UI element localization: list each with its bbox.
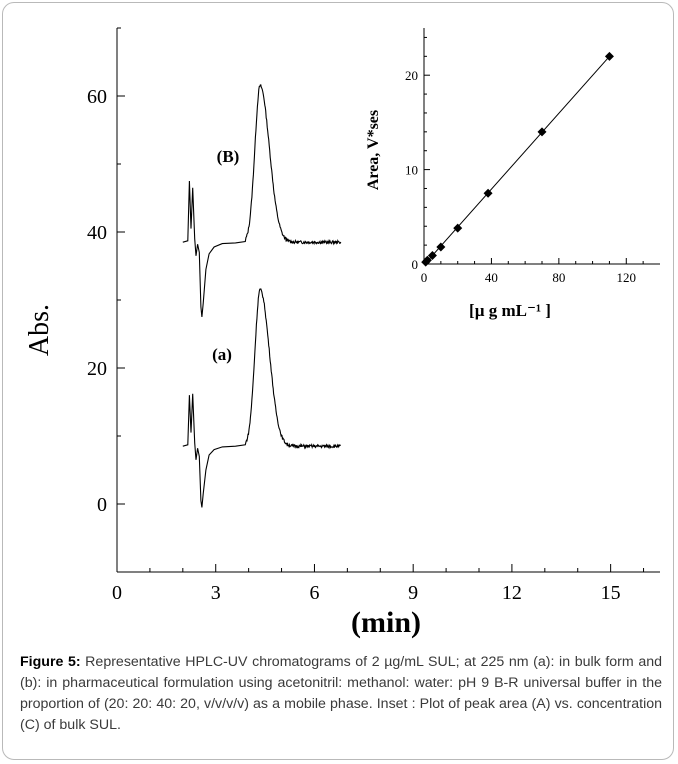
figure-caption: Figure 5: Representative HPLC-UV chromat… bbox=[20, 652, 662, 736]
x-tick-label: 0 bbox=[112, 582, 122, 604]
caption-text: Representative HPLC-UV chromatograms of … bbox=[20, 654, 662, 733]
inset-data-point bbox=[483, 188, 493, 198]
inset-data-point bbox=[436, 242, 446, 252]
main-ticks: 0 3 6 9 12 15 0 20 40 60 bbox=[87, 27, 645, 604]
inset-data-point bbox=[427, 251, 437, 261]
chromatogram-traces bbox=[182, 84, 342, 508]
y-axis-label: Abs. bbox=[24, 304, 55, 356]
trace-label-B: (B) bbox=[217, 147, 240, 166]
inset-y-tick-label: 10 bbox=[405, 163, 418, 178]
inset-data-point bbox=[537, 127, 547, 137]
inset-x-tick-label: 0 bbox=[421, 270, 428, 285]
inset-data-point bbox=[422, 255, 432, 265]
inset-y-label: Area, V*ses bbox=[365, 110, 382, 190]
trace-B bbox=[182, 84, 342, 318]
x-axis-label: (min) bbox=[351, 606, 421, 639]
x-tick-label: 9 bbox=[408, 582, 418, 604]
inset-x-tick-label: 120 bbox=[617, 270, 637, 285]
chromatogram-chart: 0 3 6 9 12 15 0 20 40 60 Abs. (min) (B) (a) 0 40 80… bbox=[24, 27, 660, 639]
y-tick-label: 40 bbox=[87, 222, 107, 244]
main-axes bbox=[116, 28, 660, 573]
trace-a bbox=[182, 288, 342, 508]
inset-x-tick-label: 40 bbox=[485, 270, 498, 285]
calibration-points bbox=[421, 51, 614, 267]
inset-x-label: [µ g mL⁻¹ ] bbox=[469, 301, 551, 320]
x-tick-label: 15 bbox=[601, 582, 621, 604]
y-tick-label: 0 bbox=[97, 494, 107, 516]
x-tick-label: 6 bbox=[309, 582, 319, 604]
inset-y-tick-label: 20 bbox=[405, 68, 418, 83]
inset-y-tick-label: 0 bbox=[412, 257, 419, 272]
trace-label-a: (a) bbox=[212, 345, 232, 364]
x-tick-label: 12 bbox=[502, 582, 522, 604]
inset-data-point bbox=[453, 223, 463, 233]
inset-x-tick-label: 80 bbox=[552, 270, 565, 285]
caption-label: Figure 5: bbox=[20, 654, 81, 670]
inset-fit-line bbox=[425, 56, 610, 264]
inset-ticks: 0 40 80 120 0 10 20 bbox=[405, 36, 644, 285]
inset-data-point bbox=[604, 51, 614, 61]
x-tick-label: 3 bbox=[211, 582, 221, 604]
y-tick-label: 20 bbox=[87, 358, 107, 380]
y-tick-label: 60 bbox=[87, 86, 107, 108]
